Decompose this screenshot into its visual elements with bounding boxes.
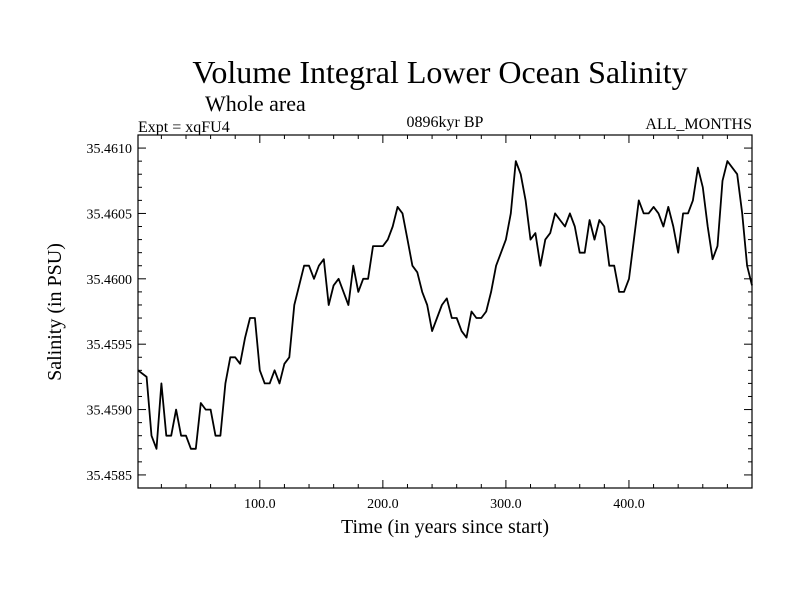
header-months: ALL_MONTHS [645, 116, 752, 133]
y-tick-label: 35.4605 [87, 207, 133, 222]
header-period: 0896kyr BP [407, 114, 484, 131]
plot-frame [137, 134, 753, 489]
chart-subtitle: Whole area [205, 91, 306, 116]
x-axis: 100.0 200.0 300.0 400.0 [160, 135, 728, 512]
chart-title: Volume Integral Lower Ocean Salinity [192, 54, 687, 90]
header-experiment: Expt = xqFU4 [138, 119, 230, 136]
x-tick-label: 300.0 [490, 497, 522, 512]
x-tick-label: 400.0 [613, 497, 645, 512]
y-tick-label: 35.4600 [87, 273, 133, 288]
x-tick-label: 100.0 [244, 497, 276, 512]
y-axis: 35.4585 35.4590 35.4595 35.4600 35.4605 35.46… [87, 142, 752, 489]
y-tick-label: 35.4590 [87, 404, 133, 419]
y-tick-label: 35.4610 [87, 142, 133, 157]
x-tick-label: 200.0 [367, 497, 399, 512]
y-axis-label: Salinity (in PSU) [44, 243, 66, 381]
y-tick-label: 35.4595 [87, 338, 133, 353]
x-axis-label: Time (in years since start) [341, 516, 549, 538]
series-line-salinity [137, 160, 753, 450]
y-tick-label: 35.4585 [87, 469, 133, 484]
